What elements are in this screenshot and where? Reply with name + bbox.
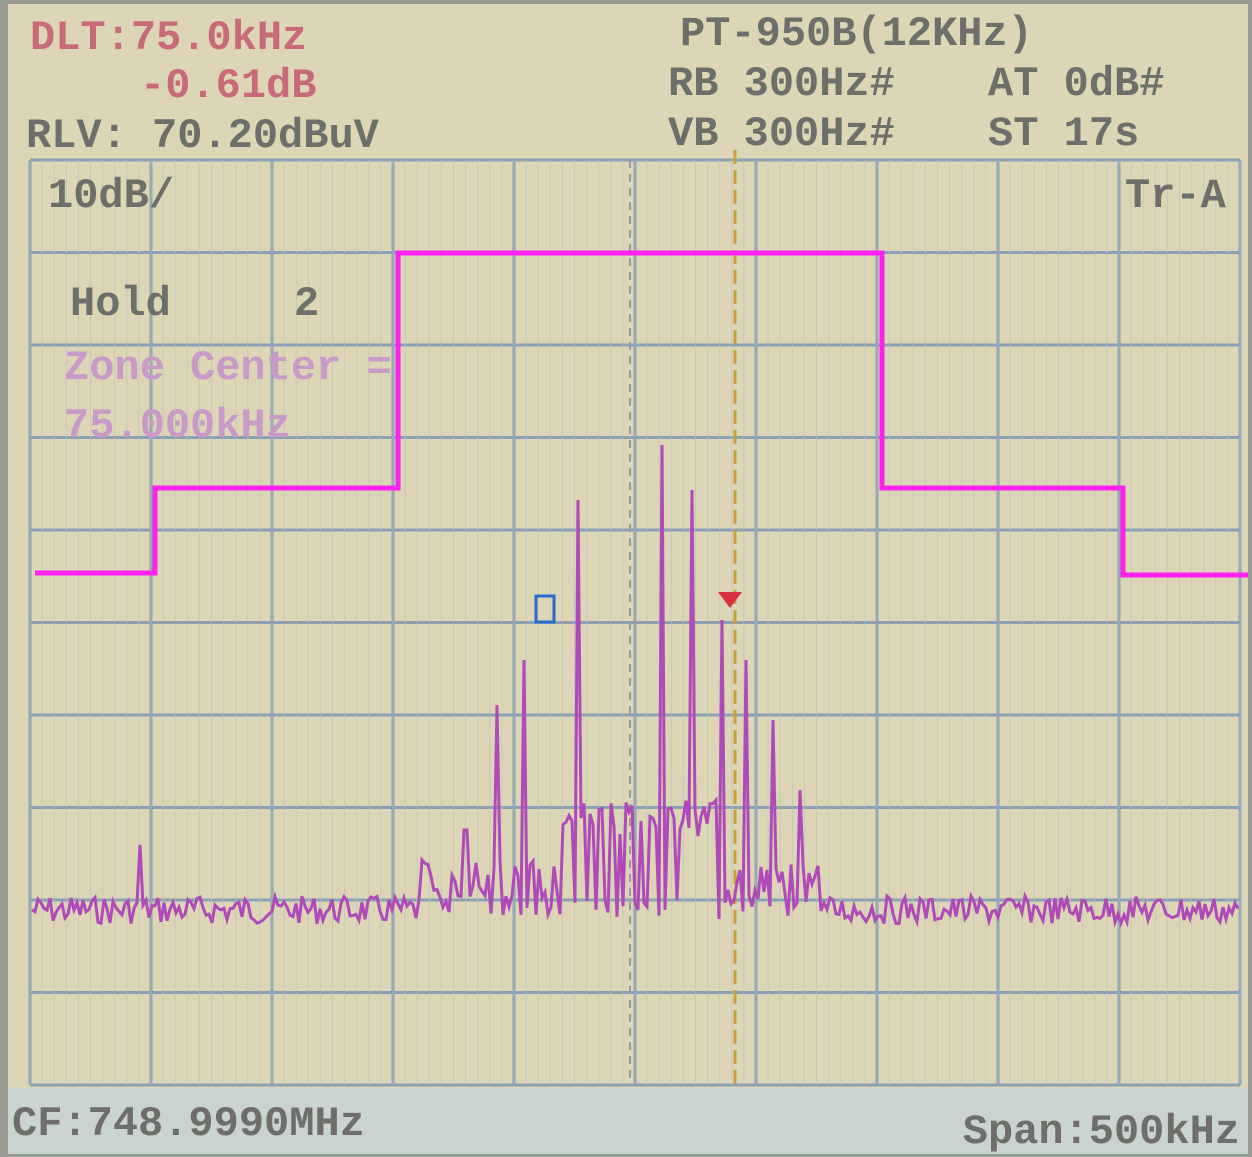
zone-value: 75.000kHz xyxy=(64,402,291,450)
center-frequency: CF:748.9990MHz xyxy=(12,1100,365,1148)
model: PT-950B(12KHz) xyxy=(680,10,1033,58)
sweep-time: ST 17s xyxy=(988,110,1139,158)
resolution-bandwidth: RB 300Hz# xyxy=(668,60,895,108)
delta-frequency: DLT:75.0kHz xyxy=(30,14,307,62)
analyzer-screen: DLT:75.0kHz -0.61dB RLV: 70.20dBuV PT-95… xyxy=(0,0,1252,1157)
span: Span:500kHz xyxy=(963,1108,1240,1156)
hold-value: 2 xyxy=(294,280,319,328)
screen-background xyxy=(8,4,1248,1154)
video-bandwidth: VB 300Hz# xyxy=(668,110,895,158)
attenuation: AT 0dB# xyxy=(988,60,1164,108)
hold-label: Hold xyxy=(70,280,171,328)
scale: 10dB/ xyxy=(48,172,174,220)
trace-label: Tr-A xyxy=(1125,172,1227,220)
zone-label: Zone Center = xyxy=(64,344,392,392)
delta-level: -0.61dB xyxy=(140,62,316,110)
reference-level: RLV: 70.20dBuV xyxy=(26,112,380,160)
